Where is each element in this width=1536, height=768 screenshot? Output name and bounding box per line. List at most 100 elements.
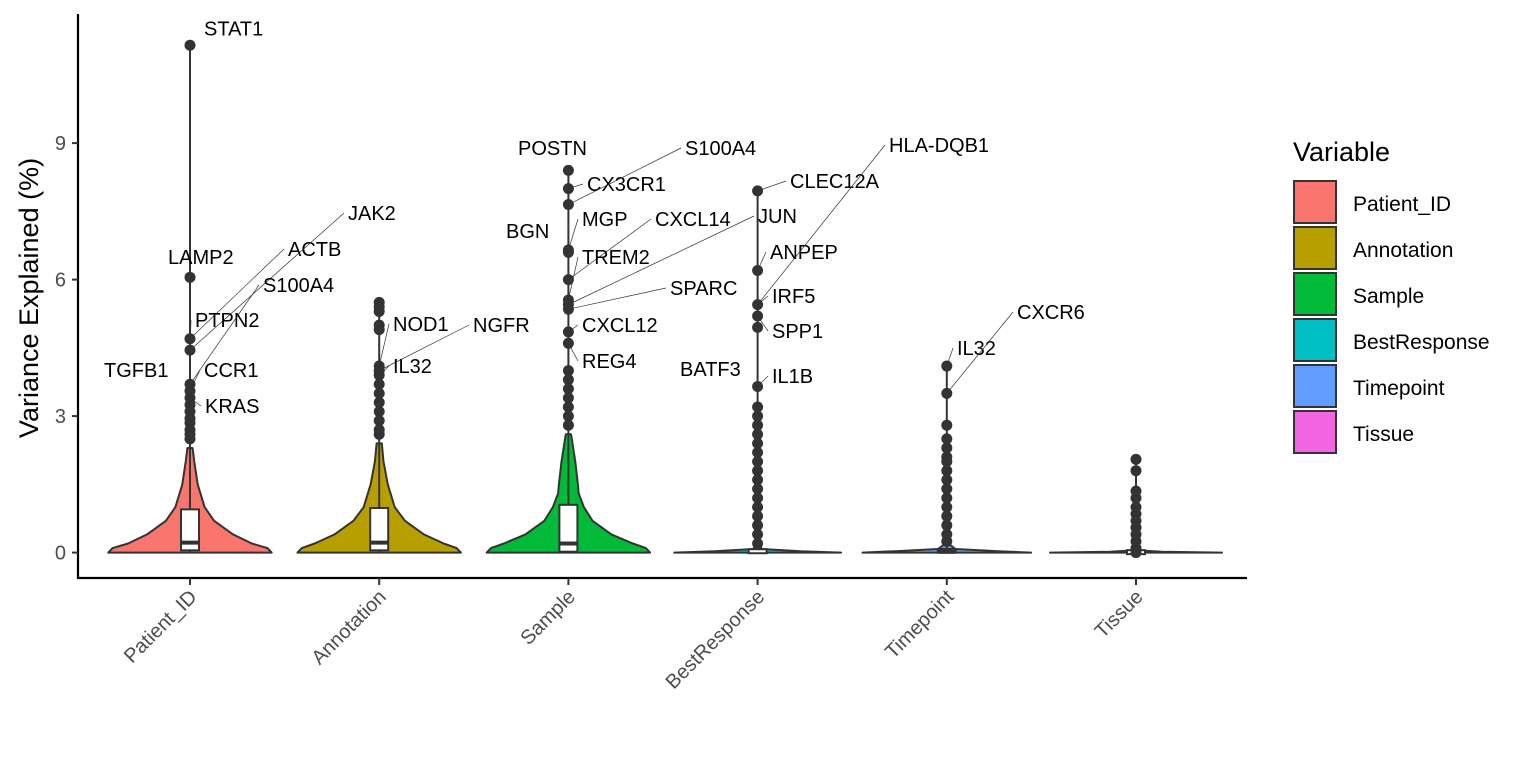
outlier-point [752, 419, 764, 431]
box [747, 548, 768, 555]
outlier-point [562, 401, 574, 413]
gene-label-PTPN2: PTPN2 [195, 310, 259, 332]
outlier-point [373, 406, 385, 418]
gene-label-STAT1: STAT1 [204, 18, 263, 40]
gene-label-IL32: IL32 [957, 338, 996, 360]
label-leader [568, 343, 579, 362]
label-leader [568, 287, 667, 310]
label-leader [757, 180, 787, 192]
gene-label-BATF3: BATF3 [680, 359, 741, 381]
gene-label-IRF5: IRF5 [772, 286, 815, 308]
label-leader [189, 397, 202, 407]
legend: Variable Patient_ID Annotation Sample BestR… [1293, 137, 1490, 454]
gene-label-KRAS: KRAS [205, 396, 259, 418]
outlier-point [752, 447, 764, 458]
outlier-point [941, 456, 953, 468]
outlier-point [562, 164, 574, 176]
outlier-point [941, 474, 953, 486]
outlier-point [941, 442, 953, 454]
outlier-point [562, 410, 574, 422]
x-tick-label: BestResponse [662, 586, 770, 694]
label-leader [946, 311, 1014, 394]
label-leader [378, 323, 390, 367]
outlier-point [562, 365, 574, 377]
label-leader [189, 319, 192, 351]
gene-label-NGFR: NGFR [473, 315, 530, 337]
gene-label-CX3CR1: CX3CR1 [587, 174, 666, 196]
outlier-point [941, 501, 953, 513]
gene-label-SPARC: SPARC [670, 278, 737, 300]
outlier-point [373, 428, 385, 440]
gene-label-CLEC12A: CLEC12A [790, 171, 880, 193]
label-leader [757, 251, 767, 271]
gene-label-JAK2: JAK2 [348, 203, 396, 225]
label-leader [757, 315, 769, 332]
outlier-point [941, 519, 953, 531]
label-leader [189, 212, 345, 351]
box [180, 508, 200, 552]
legend-key-BestResponse [1293, 318, 1337, 362]
legend-key-Sample [1293, 272, 1337, 316]
outlier-point [752, 321, 764, 333]
outlier-point [752, 483, 764, 495]
outlier-point [752, 437, 764, 449]
outlier-point [941, 535, 953, 547]
gene-label-ANPEP: ANPEP [770, 242, 838, 264]
gene-label-S100A4: S100A4 [685, 138, 756, 160]
gene-label-SPP1: SPP1 [772, 321, 823, 343]
outlier-point [373, 378, 385, 390]
outlier-point [941, 483, 953, 495]
outlier-point [373, 324, 385, 336]
gene-label-TGFB1: TGFB1 [104, 360, 168, 382]
label-leader [568, 324, 579, 333]
gene-label-LAMP2: LAMP2 [168, 247, 234, 269]
outlier-point [373, 387, 385, 399]
outlier-point [941, 465, 953, 477]
y-tick-label: 3 [55, 406, 66, 428]
x-tick-label: Patient_ID [120, 586, 202, 668]
outlier-point [373, 415, 385, 427]
label-leader [189, 248, 285, 340]
outlier-point [562, 246, 574, 258]
outlier-point [752, 510, 764, 522]
x-tick-label: Timepoint [881, 586, 958, 663]
y-tick-label: 0 [55, 543, 66, 565]
outlier-point [752, 410, 764, 422]
x-ticks: Patient_ID Annotation Sample BestResponse Ti… [120, 578, 1148, 694]
legend-key-Tissue [1293, 410, 1337, 454]
legend-title: Variable [1293, 137, 1390, 167]
legend-key-Annotation [1293, 226, 1337, 270]
outlier-point [373, 396, 385, 408]
gene-label-REG4: REG4 [582, 351, 636, 373]
outlier-point [752, 538, 764, 549]
outlier-point [752, 528, 764, 540]
outlier-point [1130, 492, 1142, 504]
outlier-point [752, 401, 764, 413]
label-leader [189, 369, 201, 392]
outlier-point [752, 465, 764, 477]
outlier-point [562, 374, 574, 386]
legend-label: Timepoint [1353, 377, 1445, 400]
outlier-point [1130, 453, 1142, 465]
label-leader [568, 218, 652, 280]
x-tick-label: Sample [516, 586, 580, 650]
gene-label-ACTB: ACTB [288, 239, 341, 261]
outlier-point [752, 519, 764, 531]
gene-label-TREM2: TREM2 [582, 247, 650, 269]
gene-label-IL32: IL32 [393, 356, 432, 378]
outlier-point [752, 456, 764, 468]
outlier-point [562, 392, 574, 404]
outlier-point [373, 305, 385, 317]
legend-label: Patient_ID [1353, 193, 1451, 216]
gene-label-HLA-DQB1: HLA-DQB1 [889, 135, 989, 157]
gene-label-CCR1: CCR1 [204, 360, 258, 382]
label-leader [568, 183, 584, 189]
label-leader [568, 147, 682, 205]
y-axis-title: Variance Explained (%) [14, 158, 44, 438]
outlier-point [941, 433, 953, 445]
x-tick-label: Annotation [308, 586, 391, 669]
outlier-point [184, 271, 196, 283]
gene-label-S100A4: S100A4 [263, 275, 334, 297]
gene-label-BGN: BGN [506, 221, 549, 243]
